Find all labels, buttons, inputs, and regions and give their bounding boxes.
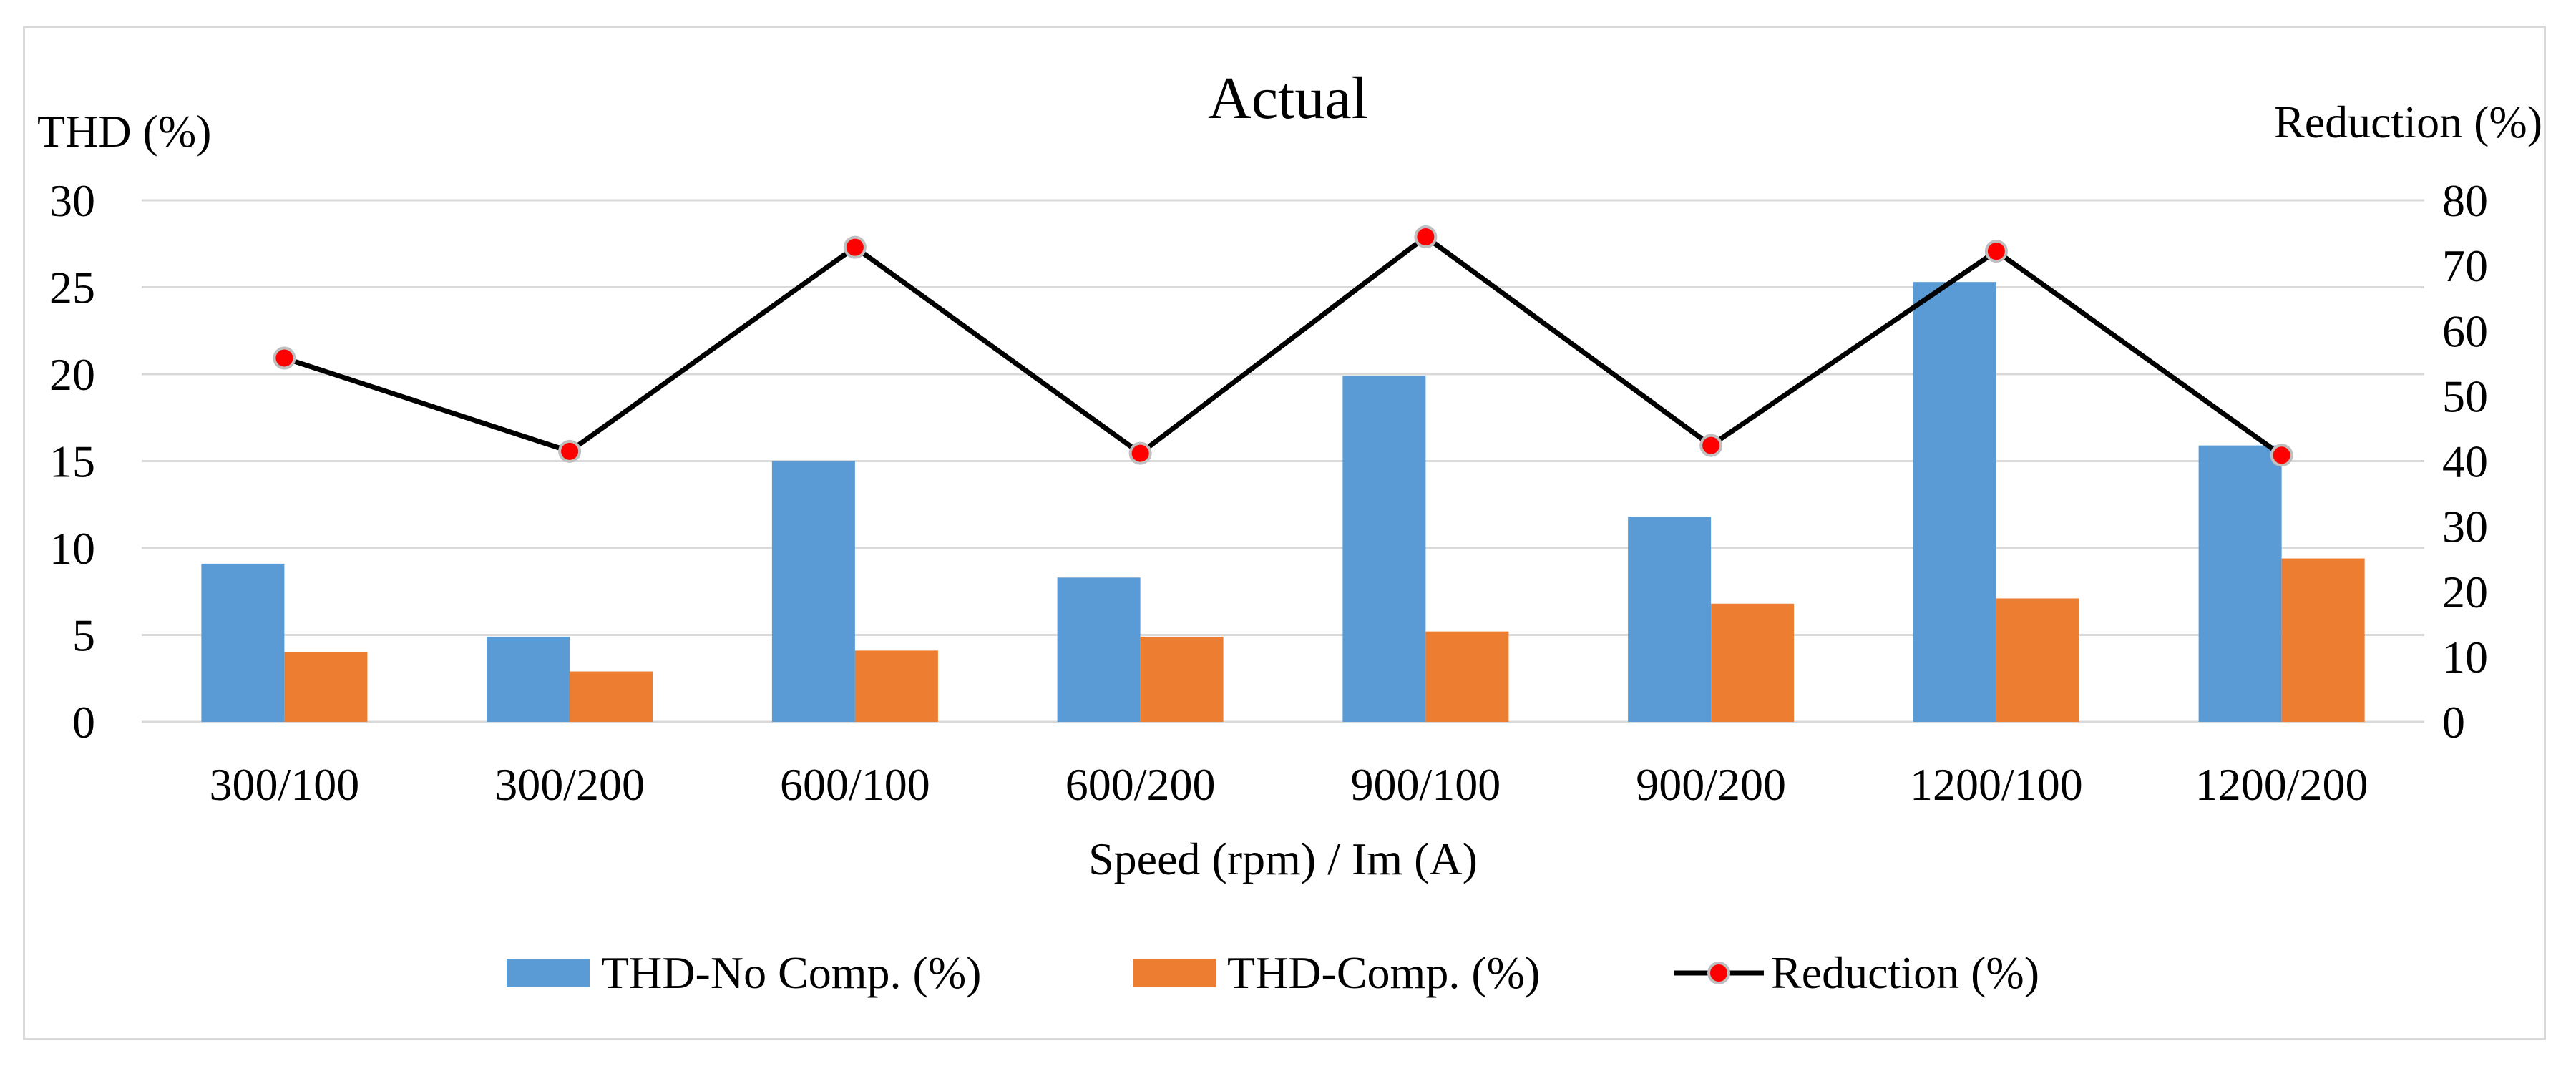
y-tick-label: 0 xyxy=(72,697,95,748)
reduction-point xyxy=(1414,225,1438,249)
x-tick-label: 600/200 xyxy=(1065,759,1216,810)
bar-thd-no-comp xyxy=(1057,577,1141,722)
y-tick-label: 10 xyxy=(49,523,95,574)
x-tick-label: 900/100 xyxy=(1350,759,1501,810)
reduction-point xyxy=(558,439,582,463)
bar-thd-comp xyxy=(1711,603,1795,722)
bar-thd-comp xyxy=(284,652,368,722)
bar-thd-comp xyxy=(1425,631,1509,722)
y2-tick-label: 80 xyxy=(2442,175,2488,226)
chart-title: Actual xyxy=(1208,65,1368,132)
bar-thd-no-comp xyxy=(771,461,855,722)
bar-thd-no-comp xyxy=(1628,517,1712,722)
bar-thd-no-comp xyxy=(1342,376,1426,722)
gridlines xyxy=(142,199,2424,723)
bar-thd-no-comp xyxy=(2198,445,2282,722)
x-tick-label: 900/200 xyxy=(1636,759,1786,810)
y-tick-label: 15 xyxy=(49,436,95,487)
bar-thd-no-comp xyxy=(201,563,285,722)
reduction-line xyxy=(283,233,2283,458)
reduction-point xyxy=(1699,434,1723,457)
bar-thd-no-comp xyxy=(487,636,570,722)
bar-thd-no-comp xyxy=(1913,282,1996,723)
chart-frame xyxy=(23,26,2546,1040)
y-tick-label: 30 xyxy=(49,175,95,226)
x-tick-label: 600/100 xyxy=(780,759,930,810)
bar-thd-comp xyxy=(1996,598,2079,722)
legend-marker xyxy=(1707,962,1730,984)
bar-thd-comp xyxy=(854,650,938,722)
reduction-point xyxy=(843,235,867,259)
x-tick-label: 1200/100 xyxy=(1910,759,2083,810)
x-tick-label: 300/200 xyxy=(494,759,645,810)
x-tick-label: 1200/200 xyxy=(2195,759,2368,810)
bar-thd-comp xyxy=(1140,636,1224,722)
legend-swatch xyxy=(1133,959,1216,987)
legend-label: Reduction (%) xyxy=(1771,947,2039,998)
y2-tick-label: 10 xyxy=(2442,632,2488,683)
bar-thd-comp xyxy=(2281,558,2365,722)
y2-tick-label: 0 xyxy=(2442,697,2465,748)
y-tick-label: 5 xyxy=(72,610,95,661)
legend: THD-No Comp. (%) THD-Comp. (%) Reduction (… xyxy=(507,947,2039,998)
y-axis-ticks: 0 5 10 15 20 25 30 xyxy=(49,175,95,748)
x-axis-categories: 300/100 300/200 600/100 600/200 900/100 900/2… xyxy=(209,759,2368,810)
bar-thd-comp xyxy=(570,671,653,722)
legend-label: THD-Comp. (%) xyxy=(1227,947,1540,998)
y-tick-label: 20 xyxy=(49,349,95,400)
y2-tick-label: 50 xyxy=(2442,371,2488,421)
line-series xyxy=(273,225,2293,467)
bar-marks xyxy=(201,282,2365,723)
reduction-point xyxy=(273,346,296,370)
y-axis-title: THD (%) xyxy=(37,106,211,157)
x-axis-title: Speed (rpm) / Im (A) xyxy=(1088,833,1478,884)
y2-tick-label: 20 xyxy=(2442,567,2488,617)
y2-axis-ticks: 0 10 20 30 40 50 60 70 80 xyxy=(2442,175,2488,748)
reduction-point xyxy=(1984,240,2008,263)
reduction-point xyxy=(2270,444,2293,467)
y2-tick-label: 40 xyxy=(2442,436,2488,487)
legend-swatch xyxy=(507,959,590,987)
y2-tick-label: 60 xyxy=(2442,305,2488,356)
legend-label: THD-No Comp. (%) xyxy=(601,947,981,998)
y2-tick-label: 70 xyxy=(2442,240,2488,291)
x-tick-label: 300/100 xyxy=(209,759,359,810)
y-tick-label: 25 xyxy=(49,263,95,313)
reduction-point xyxy=(1128,441,1152,465)
y2-tick-label: 30 xyxy=(2442,502,2488,552)
y2-axis-title: Reduction (%) xyxy=(2274,97,2542,147)
